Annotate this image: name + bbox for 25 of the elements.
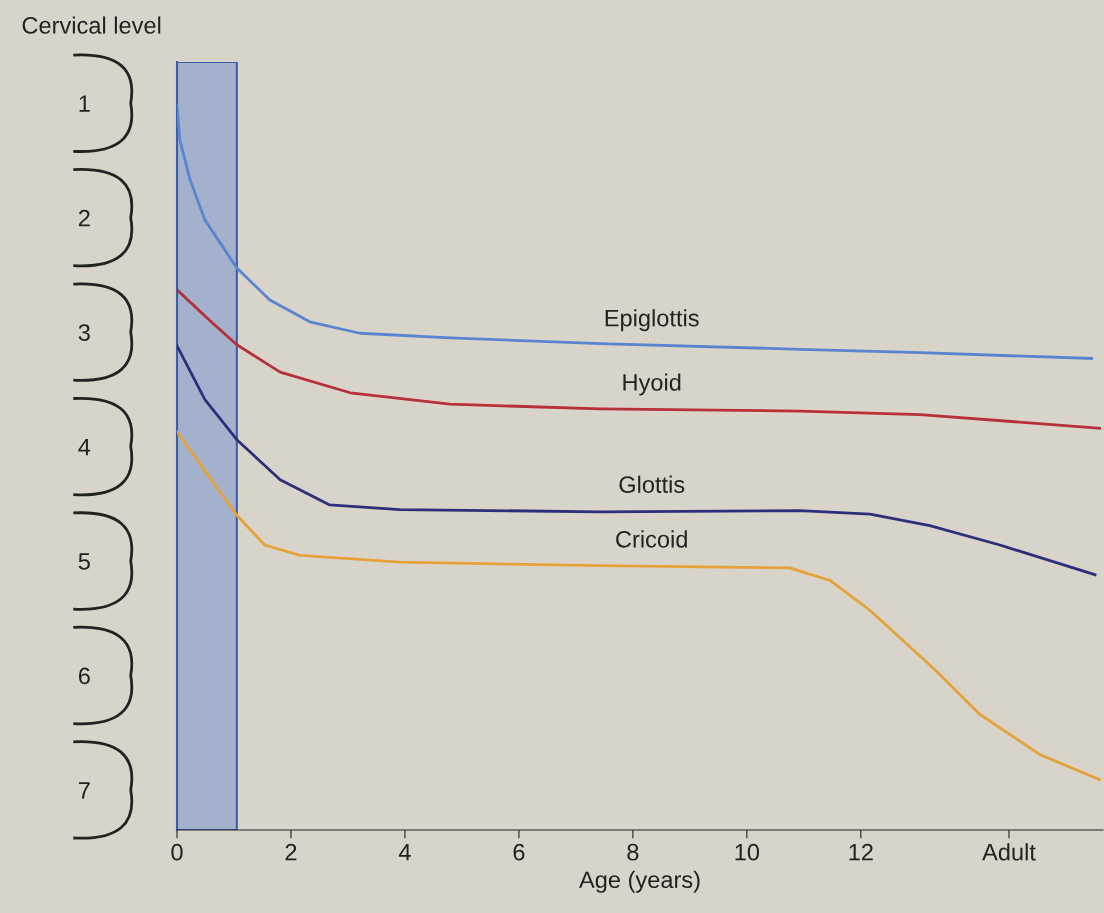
y-tick-label: 3	[78, 324, 90, 341]
x-tick-label: 10	[735, 843, 760, 861]
x-tick-label: 6	[513, 843, 525, 861]
y-tick-label: 4	[78, 438, 91, 456]
series-label: Glottis	[619, 475, 685, 493]
y-tick-label: 7	[78, 782, 90, 799]
y-axis-title: Cervical level	[22, 16, 161, 34]
x-tick-label: 2	[285, 843, 297, 861]
y-tick-label: 5	[78, 553, 90, 570]
series-label: Hyoid	[623, 373, 681, 396]
y-tick-label: 2	[78, 209, 90, 227]
line-series	[177, 104, 1093, 360]
x-axis-title: Age (years)	[579, 870, 700, 893]
y-tick-label: 1	[79, 95, 90, 112]
y-tick-label: 6	[78, 667, 90, 685]
line-series	[177, 344, 1097, 577]
x-tick-label: 0	[171, 843, 183, 861]
line-series	[177, 288, 1101, 430]
series-label: Epiglottis	[605, 309, 699, 332]
x-tick-label: 12	[849, 843, 873, 861]
line-series	[177, 430, 1101, 782]
x-tick-label: 8	[627, 843, 639, 861]
series-label: Cricoid	[616, 530, 687, 548]
x-tick-label: 4	[398, 844, 411, 861]
x-tick-label: Adult	[982, 843, 1036, 861]
